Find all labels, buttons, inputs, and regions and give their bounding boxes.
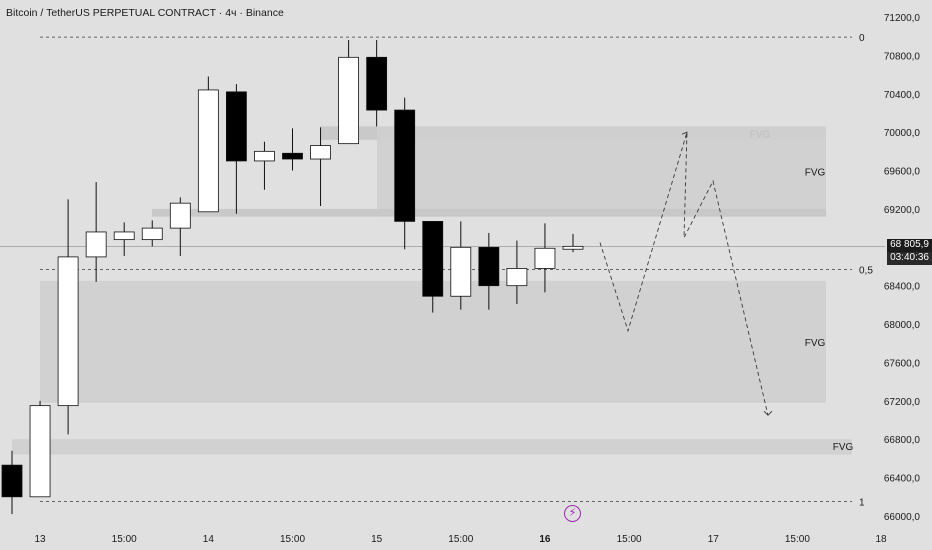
- bar-countdown: 03:40:36: [887, 252, 932, 265]
- candle: [534, 223, 556, 293]
- lightning-icon[interactable]: ⚡︎: [564, 505, 581, 522]
- price-tick-label: 66400,0: [884, 474, 921, 485]
- projection-path: [599, 131, 773, 416]
- candle-body: [506, 268, 528, 287]
- time-tick-label: 15:00: [448, 534, 473, 545]
- candle-body: [141, 227, 163, 241]
- candle: [338, 40, 360, 145]
- fvg-label: FVG: [805, 167, 826, 178]
- candle-body: [562, 245, 584, 250]
- fvg-zone: [152, 208, 826, 217]
- candle: [57, 199, 79, 435]
- candle: [29, 400, 51, 498]
- candle-body: [310, 145, 331, 160]
- time-tick-label: 15:00: [280, 534, 305, 545]
- candle-body: [85, 231, 107, 258]
- candle-body: [169, 202, 191, 229]
- fvg-zone: [377, 126, 826, 217]
- candle: [394, 97, 416, 250]
- candle-body: [254, 150, 275, 162]
- price-tick-label: 71200,0: [884, 13, 921, 24]
- candle: [478, 232, 500, 310]
- candle-body: [366, 56, 388, 111]
- price-tick-label: 68400,0: [884, 282, 921, 293]
- fvg-zone: [12, 439, 852, 455]
- price-tick-label: 68000,0: [884, 320, 921, 331]
- price-tick-label: 70800,0: [884, 51, 921, 62]
- candle-body: [450, 246, 472, 297]
- candle-body: [534, 247, 556, 269]
- chart-title: Bitcoin / TetherUS PERPETUAL CONTRACT · …: [6, 7, 284, 19]
- price-tick-label: 70400,0: [884, 90, 921, 101]
- candle-body: [1, 464, 23, 498]
- candle: [366, 40, 388, 127]
- time-tick-label: 16: [539, 534, 551, 545]
- price-tick-label: 67600,0: [884, 358, 921, 369]
- candle: [506, 240, 528, 304]
- candle: [282, 128, 303, 171]
- fib-level-label: 1: [859, 498, 865, 509]
- time-tick-label: 14: [203, 534, 215, 545]
- candle-body: [282, 152, 303, 160]
- arrowhead: [763, 410, 773, 416]
- candle-body: [338, 56, 360, 145]
- candle-body: [478, 246, 500, 287]
- fvg-zones: FVGFVGFVGFVG: [12, 126, 854, 455]
- candles: [1, 40, 584, 515]
- price-tick-label: 67200,0: [884, 397, 921, 408]
- price-tick-label: 66000,0: [884, 512, 921, 523]
- projection-line: [599, 132, 769, 416]
- candle-body: [57, 256, 79, 407]
- candle: [169, 197, 191, 256]
- candle-body: [394, 109, 416, 222]
- time-tick-label: 15:00: [785, 534, 810, 545]
- candle: [141, 220, 163, 247]
- price-tick-label: 69600,0: [884, 167, 921, 178]
- candle: [562, 233, 584, 253]
- time-tick-label: 15:00: [112, 534, 137, 545]
- current-price-tag: 68 805,9: [887, 239, 932, 252]
- fib-level-label: 0,5: [859, 265, 873, 276]
- candle: [1, 450, 23, 515]
- candle: [254, 141, 275, 190]
- candle: [422, 220, 444, 313]
- candle-body: [422, 220, 444, 297]
- price-tick-label: 66800,0: [884, 435, 921, 446]
- candle: [85, 182, 107, 282]
- fib-level-label: 0: [859, 33, 865, 44]
- candle: [450, 221, 472, 310]
- time-axis: 13 15:00 14 15:00 15 15:00 16 15:00 17 15:00 18: [34, 534, 887, 545]
- candle: [310, 127, 331, 207]
- candle-body: [225, 91, 247, 162]
- price-tick-label: 70000,0: [884, 128, 921, 139]
- candle-body: [29, 405, 51, 498]
- candle: [197, 76, 219, 213]
- fvg-label: FVG: [833, 442, 854, 453]
- candle: [225, 84, 247, 214]
- price-tick-label: 69200,0: [884, 205, 921, 216]
- time-tick-label: 15: [371, 534, 383, 545]
- time-tick-label: 15:00: [617, 534, 642, 545]
- time-tick-label: 18: [875, 534, 887, 545]
- arrowhead: [681, 131, 688, 139]
- price-axis: 71200,0 70800,0 70400,0 70000,0 69600,0 69200…: [884, 13, 921, 523]
- time-tick-label: 13: [34, 534, 46, 545]
- candle: [113, 222, 135, 256]
- candle-body: [113, 231, 135, 241]
- fvg-label: FVG: [805, 338, 826, 349]
- time-tick-label: 17: [708, 534, 720, 545]
- candle-body: [197, 89, 219, 213]
